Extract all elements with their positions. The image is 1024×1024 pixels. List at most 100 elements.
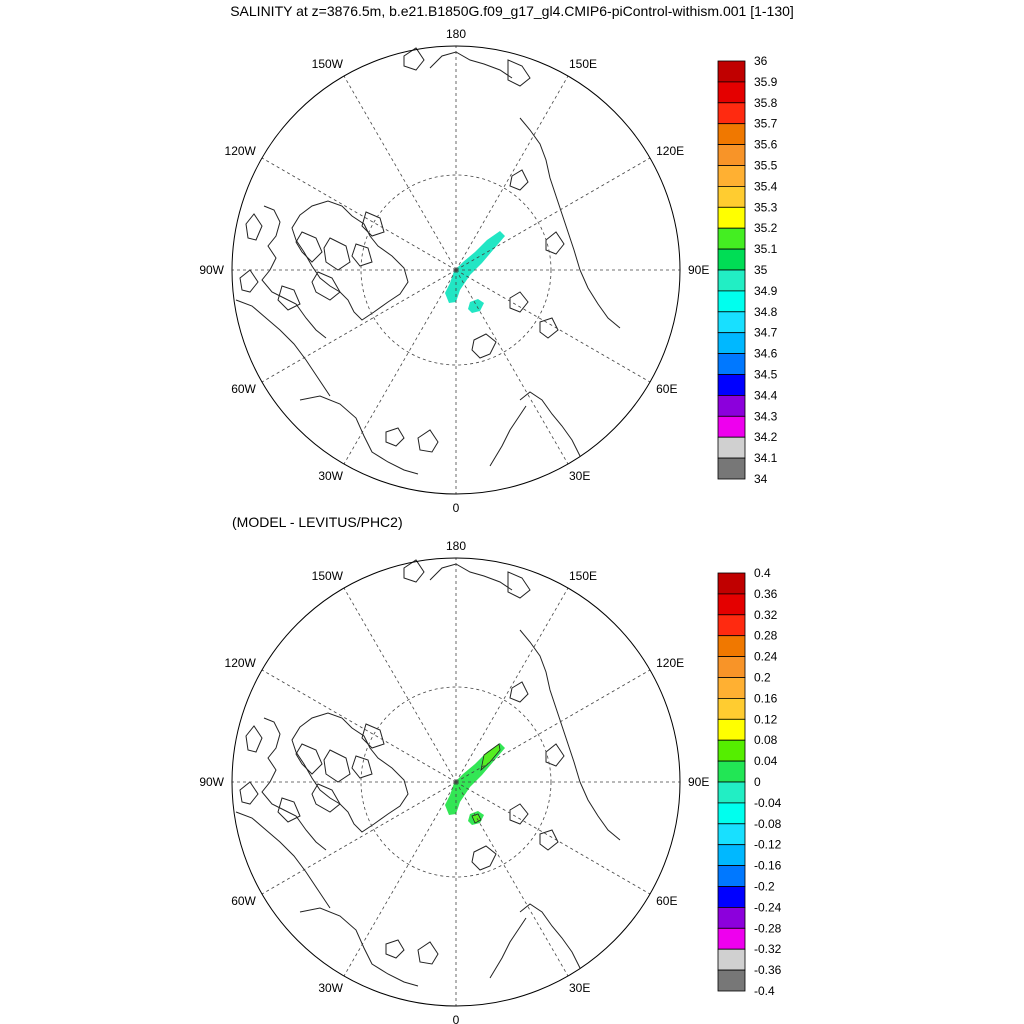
colorbar-label: -0.4 — [754, 984, 775, 998]
meridian-line — [261, 157, 457, 271]
map-boundary — [231, 557, 681, 1007]
colorbar-swatch — [717, 436, 746, 459]
coastline-segment — [519, 629, 621, 841]
coastline-segment — [311, 783, 341, 813]
coastline-segment — [509, 681, 529, 703]
colorbar-label: 34.9 — [754, 284, 778, 298]
colorbar-label: -0.12 — [754, 838, 782, 852]
colorbar-swatch — [717, 593, 746, 616]
meridian-line — [343, 781, 457, 977]
longitude-labels: 180 150E 120E 90E 60E 30E 0 30W 60W 90W 120W 150W — [199, 27, 709, 512]
longitude-label: 90W — [199, 263, 224, 277]
coastline-segment — [539, 829, 559, 851]
meridian-line — [455, 781, 651, 895]
colorbar-swatch — [717, 886, 746, 908]
colorbar-label: -0.28 — [754, 921, 782, 935]
longitude-label: 120W — [225, 656, 257, 670]
meridian-line — [455, 587, 569, 783]
colorbar-swatch — [717, 60, 746, 83]
longitude-label: 60E — [656, 382, 677, 396]
colorbar-label: -0.24 — [754, 900, 782, 914]
colorbar-swatch — [717, 415, 746, 438]
colorbar-swatch — [717, 269, 746, 292]
colorbar-label: -0.04 — [754, 796, 782, 810]
coastline-segment — [385, 427, 405, 447]
colorbar-label: 0.04 — [754, 754, 778, 768]
colorbar-swatch — [717, 457, 746, 480]
meridian-line — [455, 269, 651, 383]
coastline-segment — [471, 333, 497, 359]
colorbar-label: -0.2 — [754, 880, 775, 894]
colorbar-label: 34.2 — [754, 430, 778, 444]
figure-title: SALINITY at z=3876.5m, b.e21.B1850G.f09_… — [230, 3, 794, 19]
colorbar-swatch — [717, 332, 746, 355]
coastline-segment — [351, 243, 373, 267]
coastline-segment — [323, 237, 351, 271]
coastline-segment — [239, 781, 259, 805]
colorbar-label: 34.7 — [754, 326, 778, 340]
colorbar-swatch — [717, 865, 746, 887]
coastline-segment — [295, 231, 323, 263]
colorbar-swatch — [717, 948, 746, 971]
meridian-line — [455, 669, 651, 783]
longitude-label: 120W — [225, 144, 257, 158]
colorbar-swatch — [717, 906, 746, 929]
colorbar-label: -0.32 — [754, 942, 782, 956]
colorbar-label: 0.2 — [754, 671, 771, 685]
colorbar-swatch — [717, 81, 746, 104]
difference-map-panel: 180 150E 120E 90E 60E 30E 0 30W 60W 90W 120W 150W 0… — [199, 539, 782, 1024]
coastline-segment — [429, 51, 513, 79]
colorbar-label: 35 — [754, 263, 768, 277]
coastline-segment — [299, 395, 419, 475]
coastline-segment — [519, 117, 621, 329]
colorbar-label: 0.4 — [754, 566, 771, 580]
coastline-segment — [417, 941, 439, 965]
longitude-label: 30E — [569, 469, 590, 483]
longitude-label: 90E — [688, 263, 709, 277]
coastline-segment — [417, 429, 439, 453]
colorbar-swatch — [717, 185, 746, 208]
coastline-segment — [519, 391, 581, 457]
colorbar-label: 35.1 — [754, 242, 778, 256]
colorbar-label: 0.28 — [754, 629, 778, 643]
colorbar-label: 34.5 — [754, 368, 778, 382]
colorbar-label: 35.3 — [754, 200, 778, 214]
coastline-segment — [509, 803, 529, 825]
colorbar-label: -0.16 — [754, 859, 782, 873]
longitude-label: 90W — [199, 775, 224, 789]
colorbar-label: -0.08 — [754, 817, 782, 831]
meridian-line — [455, 75, 569, 271]
colorbar-label: 35.5 — [754, 159, 778, 173]
coastline-segment — [489, 405, 527, 467]
colorbar-swatch — [717, 102, 746, 125]
colorbar-swatch — [717, 718, 746, 741]
colorbar-label: 0.16 — [754, 691, 778, 705]
colorbar-label: 34.1 — [754, 451, 778, 465]
colorbar-swatch — [717, 677, 746, 699]
colorbar-swatch — [717, 144, 746, 166]
colorbar-swatch — [717, 969, 746, 992]
colorbar-label: 34.8 — [754, 305, 778, 319]
coastline-segment — [245, 725, 263, 753]
colorbar-swatch — [717, 123, 746, 145]
colorbar-swatch — [717, 248, 746, 271]
longitude-label: 150E — [569, 569, 597, 583]
coastline-segment — [323, 749, 351, 783]
coastline-segment — [507, 59, 531, 87]
meridian-line — [261, 269, 457, 383]
colorbar-label: 34 — [754, 472, 768, 486]
colorbar-label: 34.3 — [754, 409, 778, 423]
colorbar-swatch — [717, 802, 746, 825]
colorbar-label: 35.4 — [754, 179, 778, 193]
colorbar-label: 35.7 — [754, 117, 778, 131]
colorbar-label: 0.36 — [754, 587, 778, 601]
map-boundary — [231, 45, 681, 495]
longitude-label: 180 — [446, 539, 466, 553]
coastlines — [235, 47, 621, 475]
colorbar-label: -0.36 — [754, 963, 782, 977]
meridian-line — [261, 669, 457, 783]
meridian-line — [343, 269, 457, 465]
coastline-segment — [311, 271, 341, 301]
coastline-segment — [509, 169, 529, 191]
colorbar-swatch — [717, 635, 746, 657]
